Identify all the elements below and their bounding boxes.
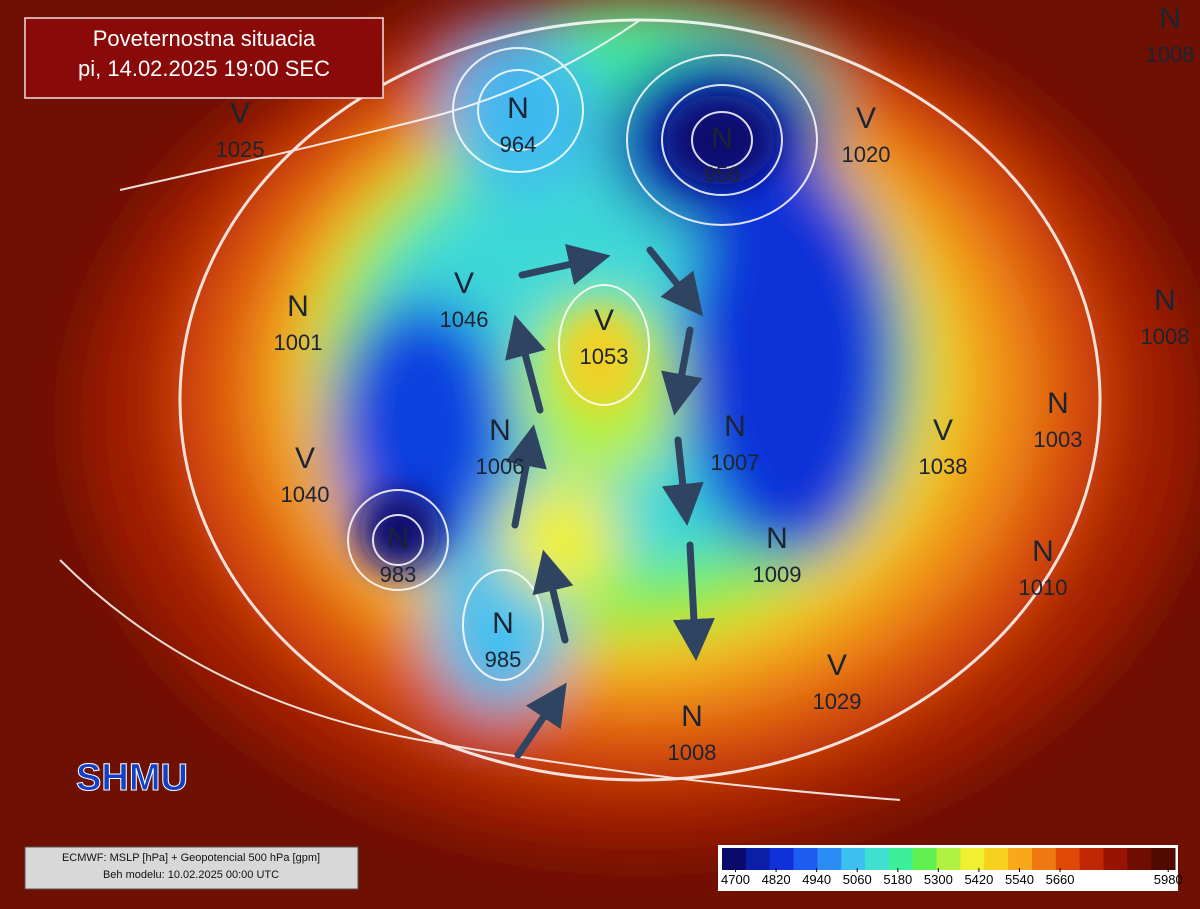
colorbar-tick-label: 4940 xyxy=(802,872,831,887)
system-pressure: 1020 xyxy=(842,142,891,167)
colorbar-cell xyxy=(793,848,818,870)
system-letter: N xyxy=(766,522,788,555)
colorbar-tick-label: 5300 xyxy=(924,872,953,887)
title: Poveternostna situacia xyxy=(93,26,316,51)
system-letter: N xyxy=(492,607,514,640)
colorbar-tick-label: 5660 xyxy=(1046,872,1075,887)
colorbar: 4700 4820 4940 5060 5180 5300 5420 5540 5660 5980 xyxy=(718,845,1183,891)
colorbar-cell xyxy=(865,848,890,870)
system-letter: N xyxy=(387,522,409,555)
colorbar-cell xyxy=(1151,848,1176,870)
system-pressure: 985 xyxy=(485,647,522,672)
system-pressure: 1009 xyxy=(753,562,802,587)
colorbar-cell xyxy=(1127,848,1152,870)
system-letter: V xyxy=(295,442,315,475)
system-pressure: 1040 xyxy=(281,482,330,507)
system-letter: N xyxy=(681,700,703,733)
system-letter: N xyxy=(1047,387,1069,420)
system-pressure: 1029 xyxy=(813,689,862,714)
colorbar-cell xyxy=(984,848,1009,870)
system-pressure: 1008 xyxy=(1146,42,1195,67)
source-box xyxy=(24,846,359,890)
system-letter: N xyxy=(489,414,511,447)
system-letter: N xyxy=(287,290,309,323)
flow-arrows xyxy=(505,244,715,759)
system-pressure: 1007 xyxy=(711,450,760,475)
colorbar-cell xyxy=(1103,848,1128,870)
colorbar-tick-label: 4700 xyxy=(721,872,750,887)
subtitle: pi, 14.02.2025 19:00 SEC xyxy=(78,56,330,81)
system-letter: V xyxy=(856,102,876,135)
system-pressure: 1010 xyxy=(1019,575,1068,600)
colorbar-tick-label: 4820 xyxy=(762,872,791,887)
system-pressure: 1046 xyxy=(440,307,489,332)
colorbar-cell xyxy=(722,848,747,870)
system-letter: N xyxy=(1154,284,1176,317)
colorbar-cell xyxy=(1031,848,1057,870)
colorbar-cell xyxy=(888,848,914,870)
system-letter: V xyxy=(933,414,953,447)
system-pressure: 956 xyxy=(704,162,741,187)
colorbar-tick-label: 5180 xyxy=(883,872,912,887)
colorbar-cell xyxy=(745,848,771,870)
colorbar-cell xyxy=(912,848,938,870)
system-pressure: 1008 xyxy=(668,740,717,765)
colorbar-cell xyxy=(841,848,866,870)
colorbar-cell xyxy=(769,848,795,870)
colorbar-tick-label: 5060 xyxy=(843,872,872,887)
system-pressure: 1006 xyxy=(476,454,525,479)
colorbar-cell xyxy=(960,848,985,870)
system-pressure: 1038 xyxy=(919,454,968,479)
system-pressure: 964 xyxy=(500,132,537,157)
pressure-systems: V 1025 N 964 N 956 V 1020 N 1001 V 1046 V 1053 N 1006 N 1… xyxy=(216,2,1195,765)
colorbar-cell xyxy=(1079,848,1104,870)
system-letter: V xyxy=(230,97,250,130)
system-letter: V xyxy=(594,304,614,337)
colorbar-cell xyxy=(817,848,842,870)
system-letter: N xyxy=(507,92,529,125)
colorbar-cell xyxy=(1008,848,1033,870)
system-letter: N xyxy=(1032,535,1054,568)
source-line: ECMWF: MSLP [hPa] + Geopotencial 500 hPa… xyxy=(62,852,320,864)
colorbar-tick-label: 5540 xyxy=(1005,872,1034,887)
system-pressure: 1001 xyxy=(274,330,323,355)
system-letter: N xyxy=(724,410,746,443)
system-pressure: 1008 xyxy=(1141,324,1190,349)
system-pressure: 983 xyxy=(380,562,417,587)
colorbar-tick-label: 5980 xyxy=(1154,872,1183,887)
colorbar-cell xyxy=(1055,848,1081,870)
system-pressure: 1053 xyxy=(580,344,629,369)
system-letter: N xyxy=(1159,2,1181,35)
system-letter: V xyxy=(827,649,847,682)
system-pressure: 1025 xyxy=(216,137,265,162)
logo: SHMU xyxy=(76,757,188,799)
system-letter: N xyxy=(711,122,733,155)
colorbar-cell xyxy=(936,848,961,870)
system-letter: V xyxy=(454,267,474,300)
isobars xyxy=(59,18,1102,801)
title-box xyxy=(24,17,384,99)
source-line: Beh modelu: 10.02.2025 00:00 UTC xyxy=(103,869,279,881)
colorbar-tick-label: 5420 xyxy=(964,872,993,887)
system-pressure: 1003 xyxy=(1034,427,1083,452)
